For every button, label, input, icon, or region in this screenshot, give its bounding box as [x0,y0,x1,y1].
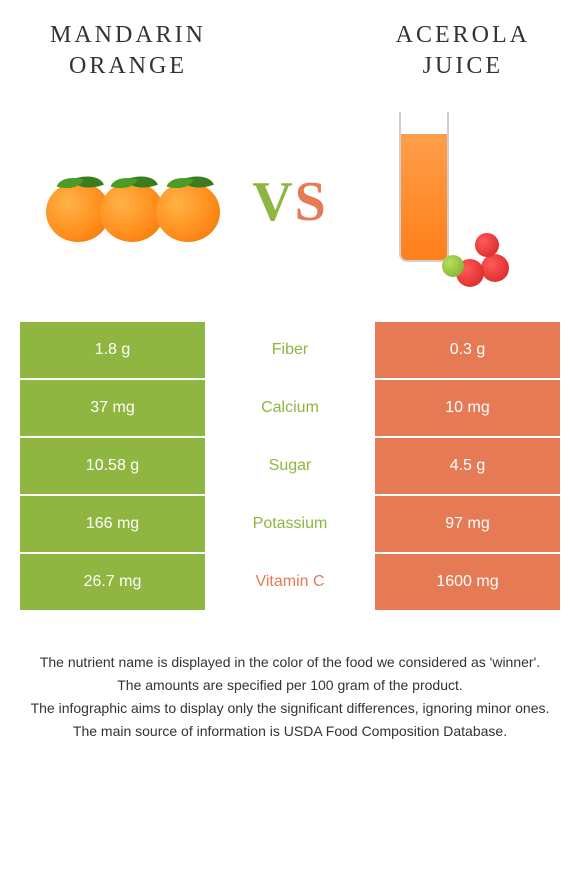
title-line: JUICE [423,53,503,79]
right-value: 97 mg [375,496,560,552]
footer-line: The amounts are specified per 100 gram o… [20,675,560,696]
footer-notes: The nutrient name is displayed in the co… [0,612,580,764]
left-value: 1.8 g [20,322,205,378]
left-value: 26.7 mg [20,554,205,610]
footer-line: The nutrient name is displayed in the co… [20,652,560,673]
vs-s: S [295,170,328,234]
left-value: 10.58 g [20,438,205,494]
right-food-title: ACEROLA JUICE [396,20,530,82]
nutrient-label: Vitamin C [205,554,375,610]
nutrient-label: Fiber [205,322,375,378]
table-row: 1.8 gFiber0.3 g [20,322,560,378]
vs-label: VS [252,170,328,234]
left-value: 166 mg [20,496,205,552]
title-line: MANDARIN [50,22,206,48]
header-row: MANDARIN ORANGE ACEROLA JUICE [0,0,580,92]
left-value: 37 mg [20,380,205,436]
right-value: 0.3 g [375,322,560,378]
nutrient-label: Calcium [205,380,375,436]
table-row: 37 mgCalcium10 mg [20,380,560,436]
footer-line: The main source of information is USDA F… [20,721,560,742]
left-food-title: MANDARIN ORANGE [50,20,206,82]
nutrient-label: Potassium [205,496,375,552]
right-value: 1600 mg [375,554,560,610]
mandarin-image [30,152,242,252]
images-row: VS [0,92,580,322]
right-value: 4.5 g [375,438,560,494]
nutrient-label: Sugar [205,438,375,494]
juice-image [338,112,550,292]
table-row: 26.7 mgVitamin C1600 mg [20,554,560,610]
table-row: 166 mgPotassium97 mg [20,496,560,552]
vs-v: V [252,170,294,234]
footer-line: The infographic aims to display only the… [20,698,560,719]
title-line: ACEROLA [396,22,530,48]
right-value: 10 mg [375,380,560,436]
nutrition-table: 1.8 gFiber0.3 g37 mgCalcium10 mg10.58 gS… [0,322,580,610]
table-row: 10.58 gSugar4.5 g [20,438,560,494]
title-line: ORANGE [69,53,187,79]
